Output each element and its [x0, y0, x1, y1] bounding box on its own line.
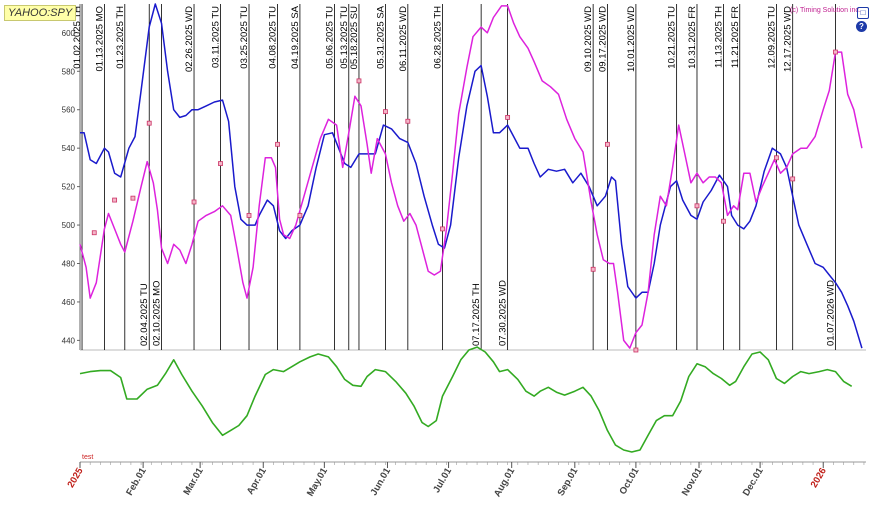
y-tick-label-6: 560 [62, 106, 76, 115]
y-tick-label-3: 500 [62, 221, 76, 230]
turn-marker-10 [383, 109, 388, 115]
turn-marker-15 [604, 141, 610, 147]
y-tick-label-5: 540 [62, 144, 76, 153]
marker-label-0: 01.02.2025 TH [72, 6, 83, 69]
marker-label-27: 01.07.2026 WD [825, 280, 836, 346]
x-tick-label-9: Oct.01 [617, 465, 641, 496]
turn-marker-17 [694, 203, 700, 209]
marker-label-10: 05.06.2025 TU [325, 6, 336, 69]
marker-label-9: 04.19.2025 SA [290, 5, 301, 69]
turn-marker-2 [130, 195, 136, 201]
turn-marker-1 [112, 197, 118, 203]
marker-label-19: 09.17.2025 WD [597, 6, 608, 72]
copyright-notice: (c) Timing Solution inc. [790, 7, 861, 14]
marker-label-7: 03.25.2025 TU [239, 6, 250, 69]
marker-label-12: 05.18.2025 SU [349, 6, 360, 70]
y-tick-label-8: 600 [62, 29, 76, 38]
marker-label-23: 11.13.2025 TH [713, 6, 724, 68]
turn-marker-13 [505, 115, 511, 120]
marker-label-20: 10.01.2025 WD [626, 6, 637, 72]
marker-label-26: 12.17.2025 WD [783, 6, 794, 72]
projection-line-magenta [79, 5, 863, 349]
marker-label-24: 11.21.2025 FR [730, 6, 741, 68]
marker-label-13: 05.31.2025 SA [375, 5, 386, 69]
turn-marker-21 [833, 49, 838, 55]
x-tick-label-8: Sep.01 [556, 465, 581, 498]
turn-marker-4 [191, 199, 197, 205]
marker-label-5: 02.26.2025 WD [184, 6, 195, 72]
oscillator-line [79, 346, 853, 453]
x-tick-label-4: May.01 [305, 465, 330, 498]
marker-label-16: 07.17.2025 TH [471, 283, 482, 346]
turning-point-markers [91, 49, 838, 353]
x-tick-label-5: Jun.01 [368, 465, 393, 497]
marker-label-25: 12.09.2025 TU [766, 6, 777, 69]
y-tick-label-2: 480 [62, 260, 76, 269]
y-axis-ticks: 440 460 480 500 520 540 560 580 600 [62, 29, 80, 345]
y-tick-label-4: 520 [62, 183, 76, 192]
turn-marker-20 [790, 176, 796, 182]
marker-label-14: 06.11.2025 WD [398, 6, 409, 71]
x-tick-label-11: Dec.01 [741, 465, 766, 498]
marker-label-18: 09.10.2025 WD [583, 6, 594, 72]
turn-marker-14 [590, 266, 596, 272]
marker-label-2: 01.23.2025 TH [115, 6, 126, 69]
marker-label-6: 03.11.2025 TU [211, 6, 222, 68]
marker-label-1: 01.13.2025 MO [94, 6, 105, 72]
marker-label-11: 05.13.2025 TU [339, 6, 350, 69]
date-markers: 01.02.2025 TH 01.13.2025 MO 01.23.2025 TH 0… [72, 4, 836, 350]
x-tick-label-12: 2026 [809, 466, 829, 490]
turn-marker-11 [405, 118, 411, 124]
turn-marker-16 [633, 347, 639, 353]
oscillator-panel [79, 346, 853, 453]
y-tick-label-1: 460 [62, 298, 76, 307]
marker-label-4: 02.10.2025 MO [151, 281, 162, 347]
turn-marker-12 [440, 226, 445, 232]
marker-label-15: 06.28.2025 TH [432, 6, 443, 69]
turn-marker-18 [721, 218, 726, 224]
marker-label-17: 07.30.2025 WD [498, 280, 509, 346]
help-icon[interactable]: ? [856, 21, 867, 32]
turn-marker-0 [91, 230, 97, 236]
x-tick-label-3: Apr.01 [245, 465, 269, 496]
turn-marker-6 [246, 213, 252, 218]
y-tick-label-0: 440 [62, 336, 76, 345]
marker-label-22: 10.31.2025 FR [687, 6, 698, 69]
turn-marker-3 [146, 120, 152, 126]
turn-marker-8 [297, 213, 303, 218]
marker-label-8: 04.08.2025 TU [268, 6, 279, 69]
turn-marker-19 [774, 155, 779, 161]
ticker-label[interactable]: YAHOO:SPY [4, 5, 77, 21]
x-tick-label-1: Feb.01 [124, 465, 149, 497]
x-tick-label-0: 2025 [66, 465, 86, 489]
turn-marker-7 [275, 141, 280, 147]
marker-label-3: 02.04.2025 TU [139, 283, 150, 346]
oscillator-label: test [82, 454, 93, 461]
x-tick-label-7: Aug.01 [492, 465, 518, 499]
marker-label-21: 10.21.2025 TU [667, 6, 678, 69]
x-tick-label-6: Jul.01 [431, 465, 454, 494]
turn-marker-5 [218, 161, 223, 166]
x-tick-label-10: Nov.01 [680, 465, 705, 497]
x-tick-label-2: Mar.01 [181, 465, 206, 497]
settings-icon[interactable]: □ [857, 7, 869, 19]
y-tick-label-7: 580 [62, 67, 76, 76]
turn-marker-9 [356, 78, 362, 84]
price-line-blue [80, 3, 863, 349]
x-axis-ticks: 2025 Feb.01 Mar.01 Apr.01 May.01 Jun.01 Jul.01… [66, 462, 865, 499]
price-series [79, 3, 863, 349]
